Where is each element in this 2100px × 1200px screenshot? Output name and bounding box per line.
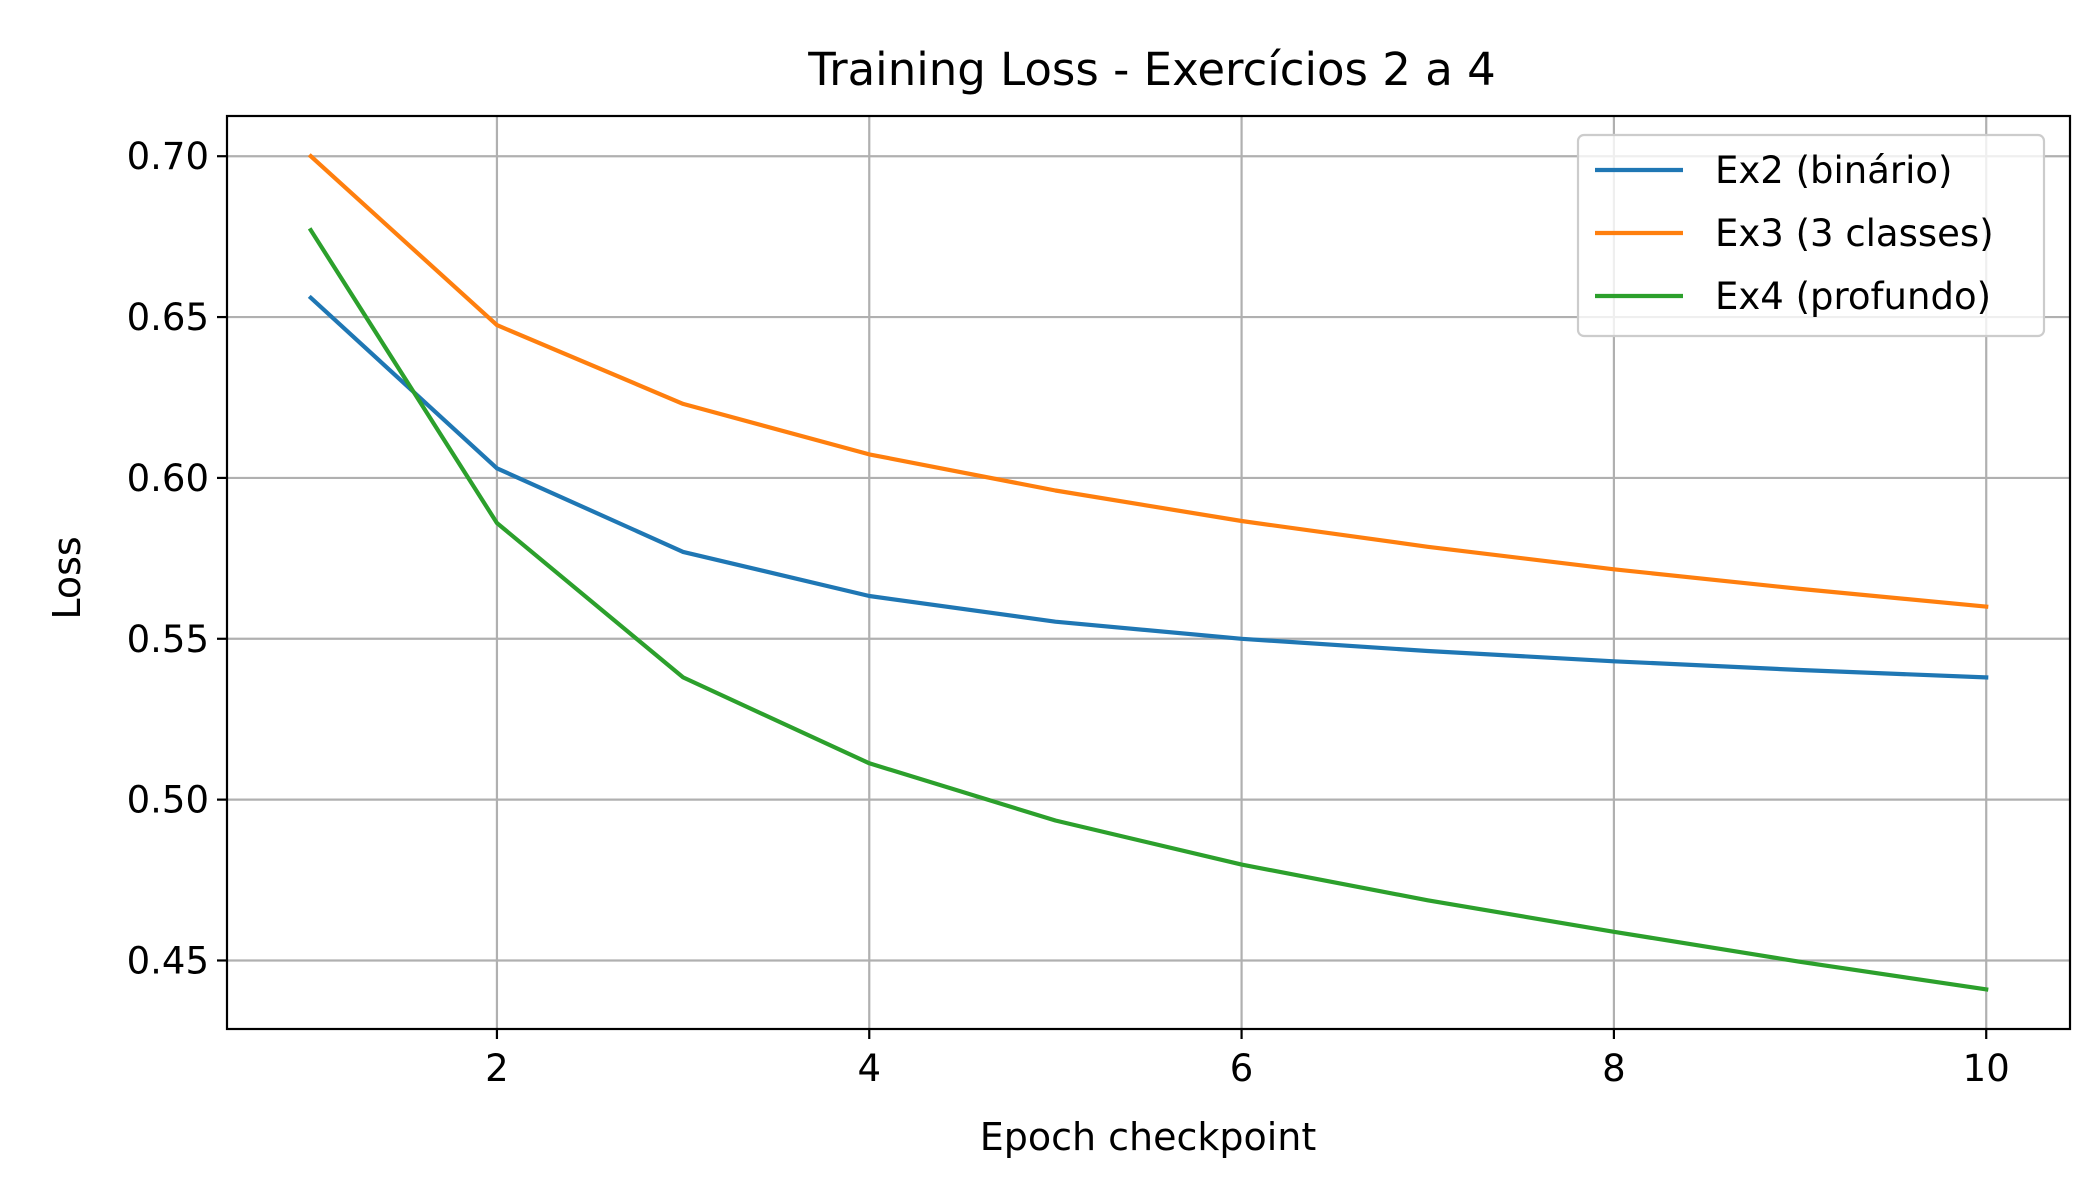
plot-area-frame [225, 114, 2072, 1031]
y-tick-label: 0.65 [127, 296, 209, 339]
y-tick-label: 0.60 [127, 457, 209, 500]
series-line-3 [307, 227, 1989, 992]
legend-label-2: Ex3 (3 classes) [1715, 212, 1994, 255]
y-tick-label: 0.55 [127, 618, 209, 661]
y-tick-label: 0.45 [127, 939, 209, 982]
x-tick-label: 4 [857, 1047, 881, 1090]
y-axis-label: Loss [45, 536, 89, 619]
x-axis-label: Epoch checkpoint [980, 1115, 1317, 1159]
legend-box [1576, 133, 2046, 338]
legend-label-1: Ex2 (binário) [1715, 149, 1952, 192]
x-axis-ticks: 2 4 6 8 10 [485, 1029, 2010, 1090]
series-layer [307, 153, 1989, 992]
legend-label-3: Ex4 (profundo) [1715, 275, 1991, 318]
y-axis-ticks: 0.45 0.50 0.55 0.60 0.65 0.70 [127, 135, 227, 982]
x-tick-label: 10 [1963, 1047, 2010, 1090]
chart-title: Training Loss - Exercícios 2 a 4 [807, 43, 1496, 96]
y-tick-label: 0.50 [127, 779, 209, 822]
series-line-1 [307, 294, 1989, 680]
y-tick-label: 0.70 [127, 135, 209, 178]
x-tick-label: 8 [1602, 1047, 1626, 1090]
x-tick-label: 2 [485, 1047, 509, 1090]
series-line-2 [307, 153, 1989, 609]
x-tick-label: 6 [1230, 1047, 1254, 1090]
legend: Ex2 (binário) Ex3 (3 classes) Ex4 (profund… [1576, 133, 2046, 338]
